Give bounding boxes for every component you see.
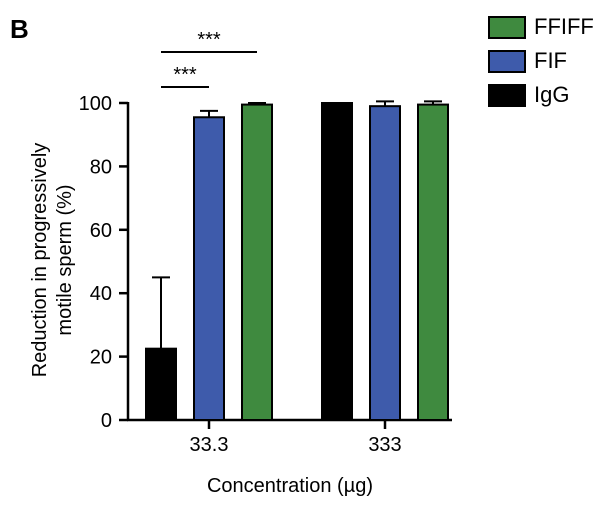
y-axis-title-line: motile sperm (%) xyxy=(54,184,76,335)
legend-swatch-igg xyxy=(488,83,526,107)
y-tick-label: 80 xyxy=(90,156,112,178)
legend-label-fif: FIF xyxy=(534,48,567,73)
panel-label: B xyxy=(10,14,29,44)
x-tick-label: 333 xyxy=(368,434,401,456)
bar-fif-0 xyxy=(193,116,225,421)
legend-item-fif: FIF xyxy=(488,44,594,78)
bar-igg-1 xyxy=(321,102,353,421)
x-tick-label: 33.3 xyxy=(190,434,229,456)
y-tick-label: 0 xyxy=(101,410,112,432)
bar-fif-1 xyxy=(369,105,401,421)
legend: FFIFF FIF IgG xyxy=(488,10,594,112)
y-axis-title: Reduction in progressively motile sperm (… xyxy=(29,143,76,378)
significance-label: *** xyxy=(173,64,197,86)
y-tick-label: 20 xyxy=(90,347,112,369)
bar-ffiff-0 xyxy=(241,103,273,422)
y-tick-label: 100 xyxy=(79,93,112,115)
legend-label-ffiff: FFIFF xyxy=(534,14,594,39)
legend-item-igg: IgG xyxy=(488,78,594,112)
bar-igg-0 xyxy=(145,347,177,421)
legend-item-ffiff: FFIFF xyxy=(488,10,594,44)
y-tick-label: 40 xyxy=(90,283,112,305)
x-axis-title: Concentration (µg) xyxy=(207,475,373,497)
legend-swatch-fif xyxy=(488,49,526,73)
legend-label-igg: IgG xyxy=(534,82,570,107)
legend-swatch-ffiff xyxy=(488,15,526,39)
bar-ffiff-1 xyxy=(417,103,449,422)
significance-label: *** xyxy=(197,29,221,51)
y-tick-label: 60 xyxy=(90,220,112,242)
y-axis-title-line: Reduction in progressively xyxy=(29,143,51,378)
